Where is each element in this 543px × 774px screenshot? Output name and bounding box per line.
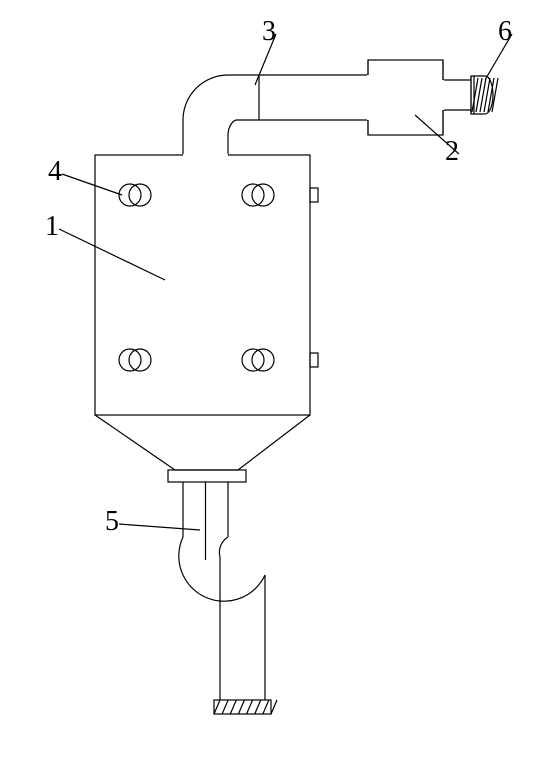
- callout-label-l6: 6: [498, 16, 512, 47]
- callout-label-l3: 3: [262, 16, 276, 47]
- callout-label-l5: 5: [105, 506, 119, 537]
- callout-label-l1: 1: [45, 211, 59, 242]
- engineering-diagram: 3 6 2 4 1 5: [0, 0, 543, 774]
- callout-label-l2: 2: [445, 136, 459, 167]
- drawing-layer: [95, 60, 498, 714]
- callout-label-l4: 4: [48, 156, 62, 187]
